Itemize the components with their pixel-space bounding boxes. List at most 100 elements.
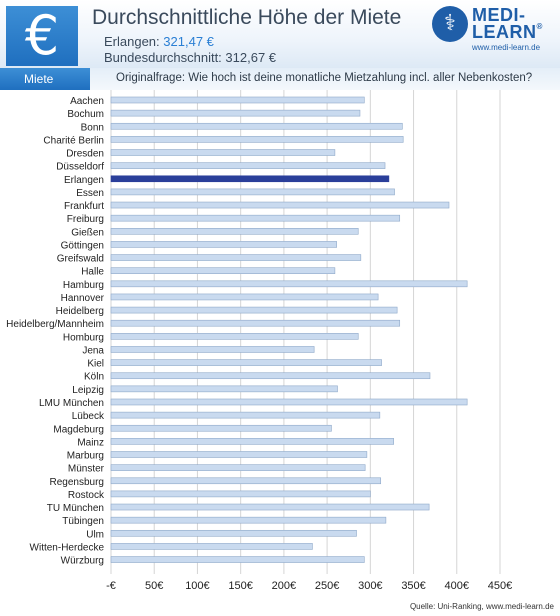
logo-line2: LEARN® bbox=[472, 22, 543, 43]
category-label-7: Essen bbox=[76, 188, 104, 199]
bar-2 bbox=[110, 122, 403, 130]
x-tick-label-4: 200€ bbox=[272, 580, 296, 592]
registered-mark: ® bbox=[536, 22, 543, 31]
bar-30 bbox=[110, 490, 371, 498]
bar-19 bbox=[110, 346, 315, 353]
header: € Durchschnittliche Höhe der Miete Erlan… bbox=[0, 0, 560, 68]
bar-27 bbox=[110, 451, 368, 458]
category-label-30: Rostock bbox=[68, 490, 105, 501]
national-value: 312,67 € bbox=[225, 50, 277, 65]
bar-4 bbox=[110, 149, 336, 156]
category-label-29: Regensburg bbox=[50, 477, 104, 488]
question-text: Originalfrage: Wie hoch ist deine monatl… bbox=[116, 72, 533, 84]
category-label-33: Ulm bbox=[86, 529, 104, 540]
category-label-19: Jena bbox=[82, 345, 104, 356]
bar-12 bbox=[110, 254, 362, 261]
x-tick-label-9: 450€ bbox=[488, 580, 512, 592]
category-label-21: Köln bbox=[84, 372, 104, 383]
x-tick-label-6: 300€ bbox=[358, 580, 382, 592]
city-value: 321,47 € bbox=[163, 34, 214, 49]
medi-learn-logo: ⚕ MEDI- LEARN® www.medi-learn.de bbox=[432, 5, 554, 56]
category-label-35: Würzburg bbox=[61, 556, 104, 567]
category-label-34: Witten-Herdecke bbox=[30, 542, 105, 553]
bar-15 bbox=[110, 293, 379, 301]
category-label-17: Heidelberg/Mannheim bbox=[6, 319, 104, 330]
national-average: Bundesdurchschnitt: 312,67 € bbox=[104, 50, 276, 65]
bar-6 bbox=[110, 175, 390, 183]
x-tick-label-3: 150€ bbox=[228, 580, 252, 592]
category-label-5: Düsseldorf bbox=[56, 162, 104, 173]
bar-25 bbox=[110, 424, 332, 432]
category-label-0: Aachen bbox=[70, 96, 104, 107]
category-label-4: Dresden bbox=[66, 149, 104, 160]
category-label-28: Münster bbox=[68, 464, 105, 475]
bar-3 bbox=[110, 136, 404, 143]
bar-0 bbox=[110, 96, 365, 104]
bar-7 bbox=[110, 188, 395, 196]
category-label-1: Bochum bbox=[67, 109, 104, 120]
x-tick-label-5: 250€ bbox=[315, 580, 339, 592]
x-tick-label-7: 350€ bbox=[401, 580, 425, 592]
bar-18 bbox=[110, 333, 359, 340]
bar-35 bbox=[110, 556, 365, 563]
category-label-8: Frankfurt bbox=[64, 201, 104, 212]
bar-23 bbox=[110, 398, 468, 406]
bar-31 bbox=[110, 503, 430, 511]
bar-33 bbox=[110, 529, 357, 537]
category-label-22: Leipzig bbox=[72, 385, 104, 396]
category-label-14: Hamburg bbox=[63, 280, 104, 291]
category-label-13: Halle bbox=[81, 267, 104, 278]
bar-21 bbox=[110, 372, 431, 380]
bar-9 bbox=[110, 214, 401, 222]
category-label-18: Homburg bbox=[63, 332, 104, 343]
bar-29 bbox=[110, 477, 382, 485]
x-tick-label-1: 50€ bbox=[145, 580, 163, 592]
x-tick-label-8: 400€ bbox=[445, 580, 469, 592]
category-label-16: Heidelberg bbox=[56, 306, 104, 317]
bar-16 bbox=[110, 306, 398, 314]
category-label-25: Magdeburg bbox=[53, 424, 104, 435]
bar-32 bbox=[110, 516, 387, 524]
bar-24 bbox=[110, 411, 381, 419]
bar-28 bbox=[110, 464, 366, 471]
category-label-23: LMU München bbox=[39, 398, 104, 409]
bar-8 bbox=[110, 201, 450, 209]
bar-1 bbox=[110, 109, 361, 117]
category-label-9: Freiburg bbox=[67, 214, 104, 225]
caduceus-icon: ⚕ bbox=[432, 6, 468, 42]
category-label-26: Mainz bbox=[77, 437, 104, 448]
bar-34 bbox=[110, 543, 313, 550]
rent-bar-chart: Aachen Bochum Bonn Charité Berlin Dresden Düs… bbox=[6, 90, 512, 592]
bar-20 bbox=[110, 359, 382, 366]
bar-11 bbox=[110, 241, 337, 248]
category-label-32: Tübingen bbox=[62, 516, 104, 527]
logo-line2-text: LEARN bbox=[472, 22, 537, 42]
bar-5 bbox=[110, 162, 386, 169]
bar-10 bbox=[110, 228, 359, 235]
bar-14 bbox=[110, 280, 468, 288]
bar-17 bbox=[110, 319, 401, 327]
x-tick-label-0: -€ bbox=[106, 580, 116, 592]
category-tag: Miete bbox=[0, 68, 90, 90]
city-label: Erlangen: bbox=[104, 34, 160, 49]
logo-url: www.medi-learn.de bbox=[472, 43, 541, 52]
category-label-3: Charité Berlin bbox=[43, 135, 104, 146]
category-label-31: TU München bbox=[47, 503, 104, 514]
x-tick-label-2: 100€ bbox=[185, 580, 209, 592]
question-bar: Miete Originalfrage: Wie hoch ist deine … bbox=[0, 68, 560, 90]
category-label-24: Lübeck bbox=[72, 411, 105, 422]
logo-line1: MEDI- bbox=[472, 5, 526, 25]
national-label: Bundesdurchschnitt: bbox=[104, 50, 222, 65]
category-label-15: Hannover bbox=[61, 293, 105, 304]
category-label-27: Marburg bbox=[67, 451, 104, 462]
category-label-6: Erlangen bbox=[64, 175, 104, 186]
city-average: Erlangen: 321,47 € bbox=[104, 34, 214, 49]
category-label-11: Göttingen bbox=[61, 240, 104, 251]
bar-22 bbox=[110, 385, 338, 393]
category-label-20: Kiel bbox=[87, 359, 104, 370]
category-label-10: Gießen bbox=[71, 227, 104, 238]
category-label-2: Bonn bbox=[81, 122, 104, 133]
bar-26 bbox=[110, 438, 394, 445]
euro-icon: € bbox=[6, 6, 78, 66]
source-note: Quelle: Uni-Ranking, www.medi-learn.de bbox=[409, 602, 554, 611]
